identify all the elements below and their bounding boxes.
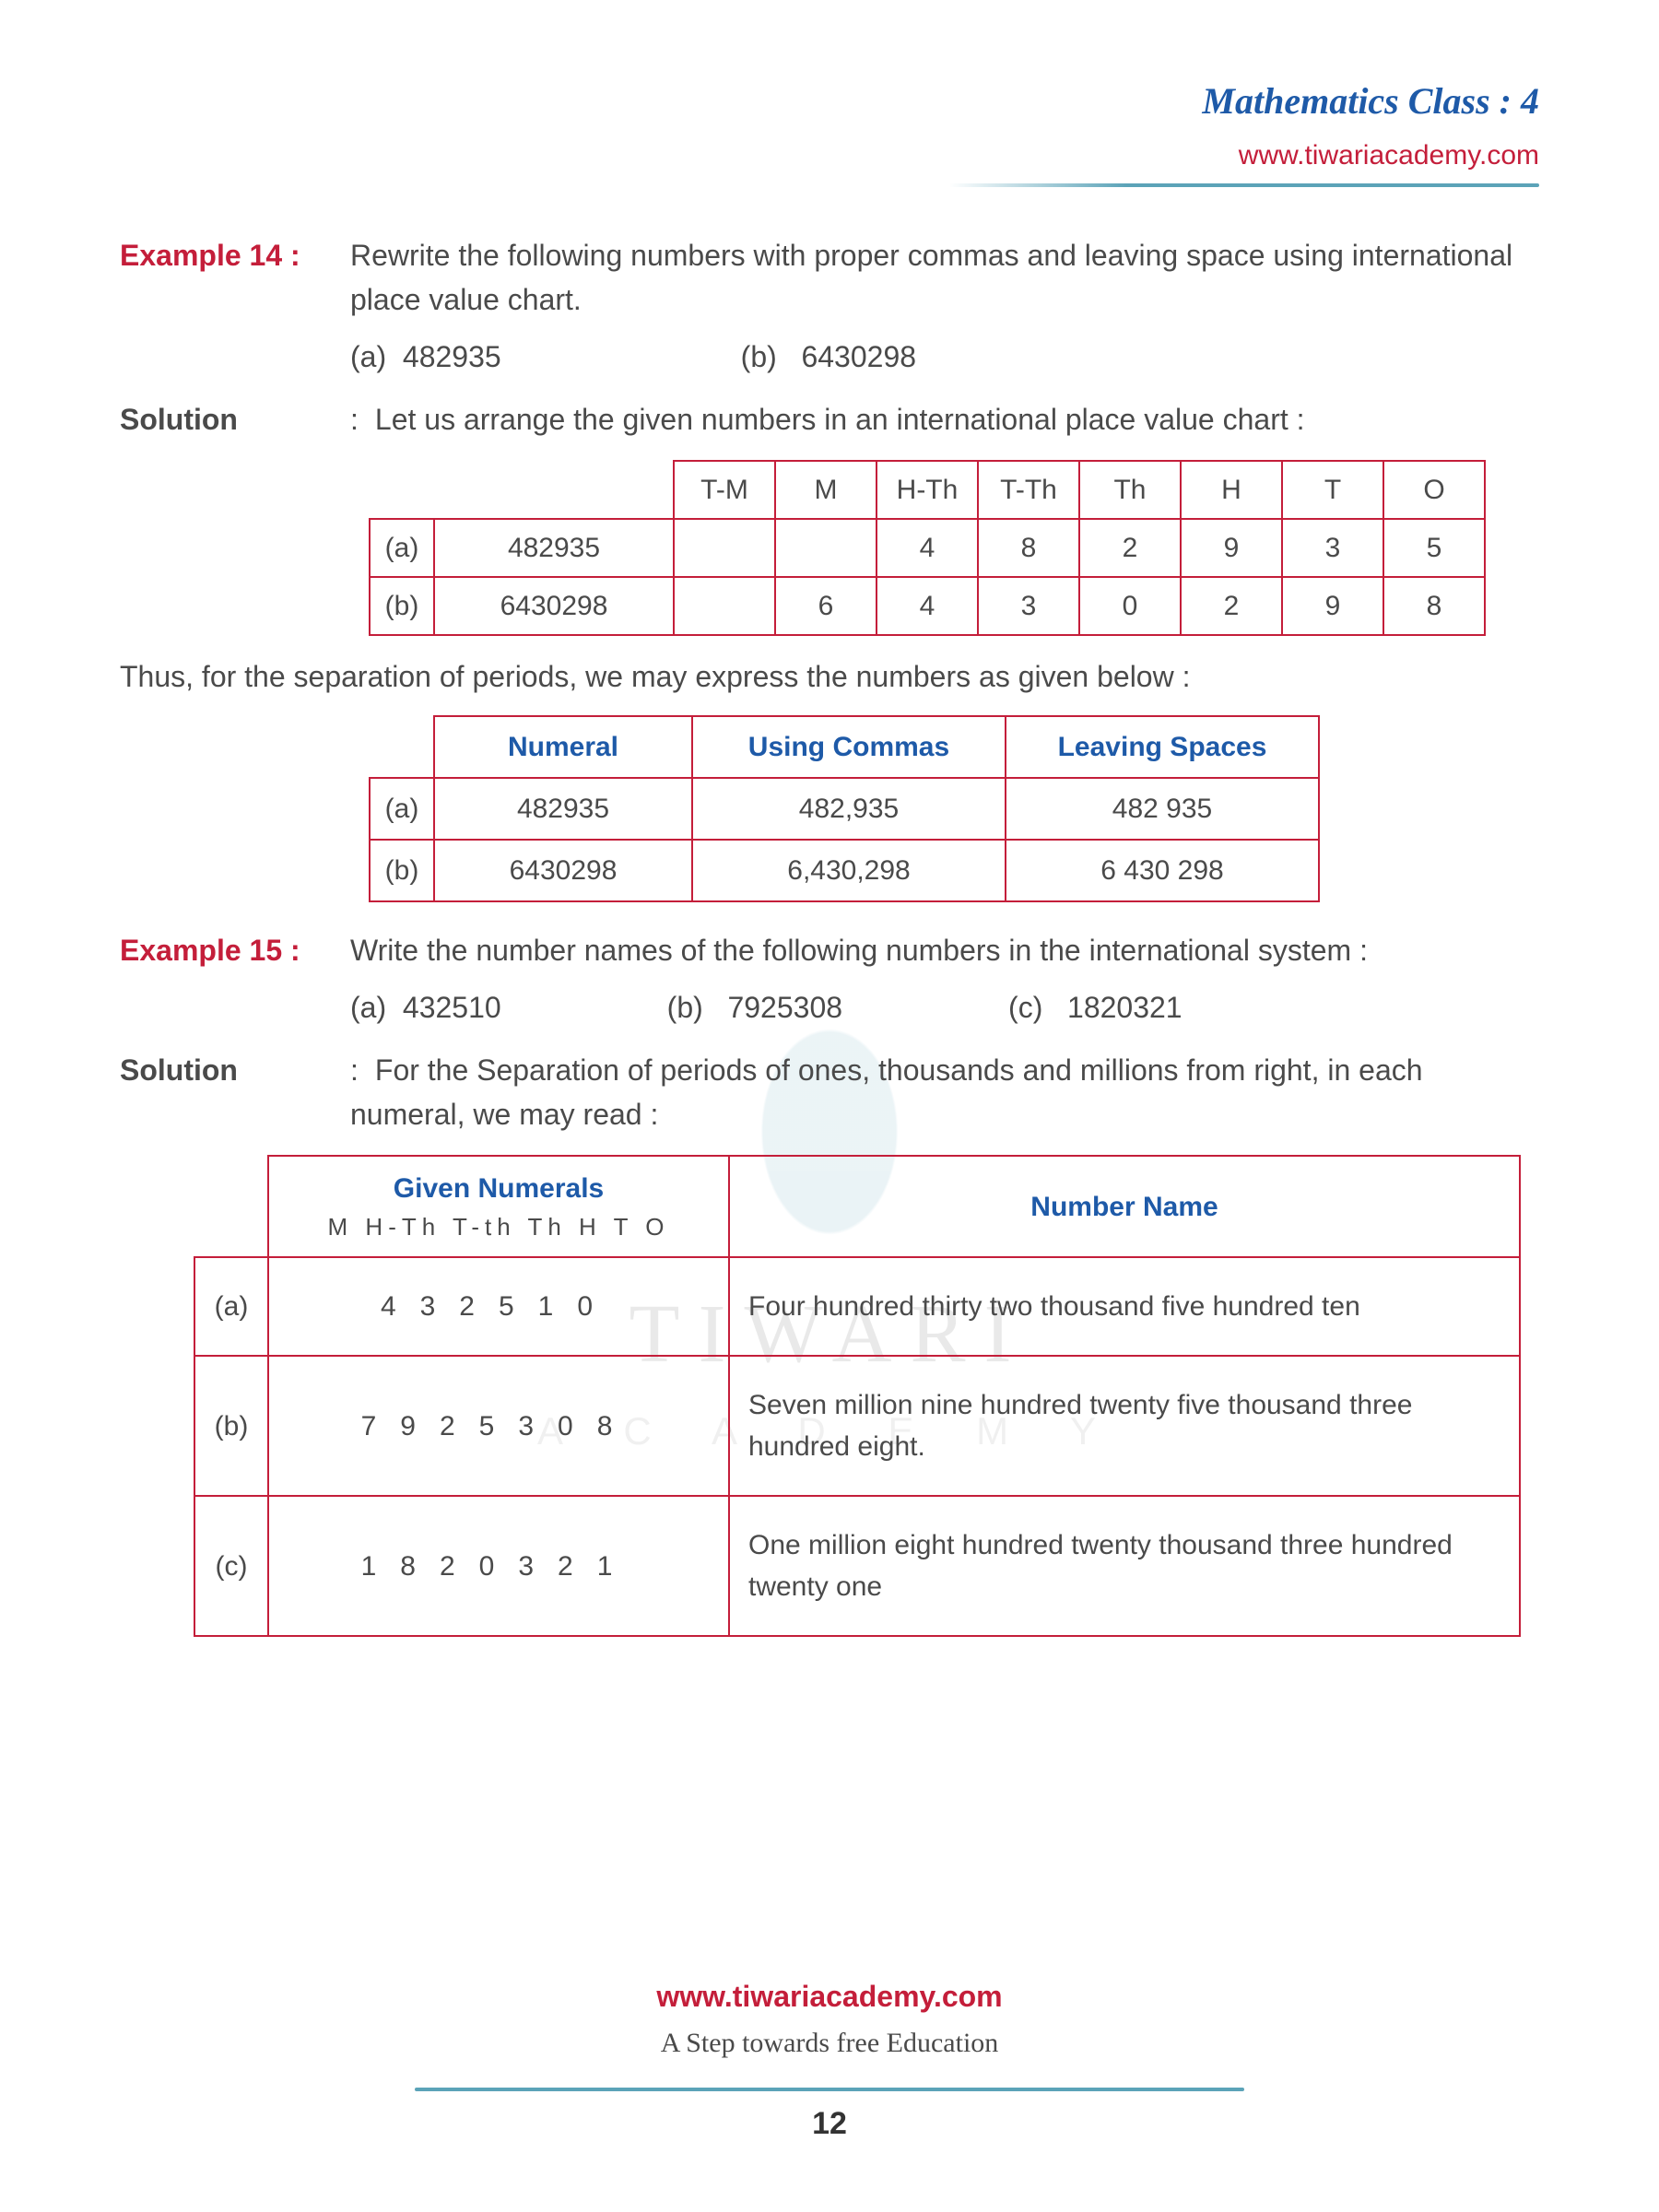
- t2-h2: Leaving Spaces: [1006, 716, 1319, 778]
- header-link: www.tiwariacademy.com: [120, 135, 1539, 176]
- example-14-body: Rewrite the following numbers with prope…: [350, 233, 1539, 379]
- solution-14-body: :Let us arrange the given numbers in an …: [350, 397, 1539, 441]
- t1-h5: H: [1181, 461, 1282, 519]
- t2-h1: Using Commas: [692, 716, 1006, 778]
- footer-link: www.tiwariacademy.com: [0, 1974, 1659, 2018]
- t1-h0: T-M: [674, 461, 775, 519]
- table-row: (c) 1820321 One million eight hundred tw…: [194, 1496, 1520, 1636]
- solution-15-label: Solution: [120, 1048, 350, 1136]
- place-value-table: T-M M H-Th T-Th Th H T O (a) 482935 4 8 …: [369, 460, 1486, 636]
- table-row: (b) 7925308 Seven million nine hundred t…: [194, 1356, 1520, 1496]
- solution-14-label: Solution: [120, 397, 350, 441]
- page-number: 12: [0, 2100, 1659, 2147]
- t1-h2: H-Th: [877, 461, 978, 519]
- example-15-label: Example 15 :: [120, 928, 350, 1030]
- footer-sub: A Step towards free Education: [0, 2022, 1659, 2064]
- t2-h0: Numeral: [434, 716, 692, 778]
- footer-line: [415, 2088, 1244, 2091]
- ex14-b: (b) 6430298: [741, 335, 916, 379]
- inter-text-1: Thus, for the separation of periods, we …: [120, 654, 1539, 699]
- table-row: (a) 432510 Four hundred thirty two thous…: [194, 1257, 1520, 1356]
- t1-h7: O: [1383, 461, 1485, 519]
- commas-spaces-table: Numeral Using Commas Leaving Spaces (a) …: [369, 715, 1320, 902]
- number-name-table: Given Numerals M H-Th T-th Th H T O Numb…: [194, 1155, 1521, 1637]
- example-15: Example 15 : Write the number names of t…: [120, 928, 1539, 1030]
- table-row: (b) 6430298 6 4 3 0 2 9 8: [370, 577, 1485, 635]
- header-underline: [949, 183, 1539, 187]
- solution-15: Solution :For the Separation of periods …: [120, 1048, 1539, 1136]
- ex15-c: (c) 1820321: [1008, 985, 1182, 1030]
- header-title: Mathematics Class : 4: [120, 74, 1539, 129]
- t3-subhead: M H-Th T-th Th H T O: [282, 1209, 715, 1245]
- solution-15-body: :For the Separation of periods of ones, …: [350, 1048, 1539, 1136]
- ex15-a: (a) 432510: [350, 985, 501, 1030]
- t3-h0: Given Numerals M H-Th T-th Th H T O: [268, 1156, 729, 1257]
- ex14-a: (a) 482935: [350, 335, 501, 379]
- t1-h3: T-Th: [978, 461, 1079, 519]
- page-header: Mathematics Class : 4 www.tiwariacademy.…: [120, 74, 1539, 187]
- example-14-text: Rewrite the following numbers with prope…: [350, 233, 1539, 322]
- example-14-label: Example 14 :: [120, 233, 350, 379]
- t1-h6: T: [1282, 461, 1383, 519]
- ex15-b: (b) 7925308: [667, 985, 842, 1030]
- t1-h1: M: [775, 461, 877, 519]
- example-15-body: Write the number names of the following …: [350, 928, 1539, 1030]
- solution-14: Solution :Let us arrange the given numbe…: [120, 397, 1539, 441]
- t3-h1: Number Name: [729, 1156, 1520, 1257]
- table-row: (a) 482935 482,935 482 935: [370, 778, 1319, 840]
- table-row: (a) 482935 4 8 2 9 3 5: [370, 519, 1485, 577]
- page-footer: www.tiwariacademy.com A Step towards fre…: [0, 1974, 1659, 2147]
- example-14: Example 14 : Rewrite the following numbe…: [120, 233, 1539, 379]
- table-row: (b) 6430298 6,430,298 6 430 298: [370, 840, 1319, 901]
- example-15-text: Write the number names of the following …: [350, 928, 1539, 972]
- t1-h4: Th: [1079, 461, 1181, 519]
